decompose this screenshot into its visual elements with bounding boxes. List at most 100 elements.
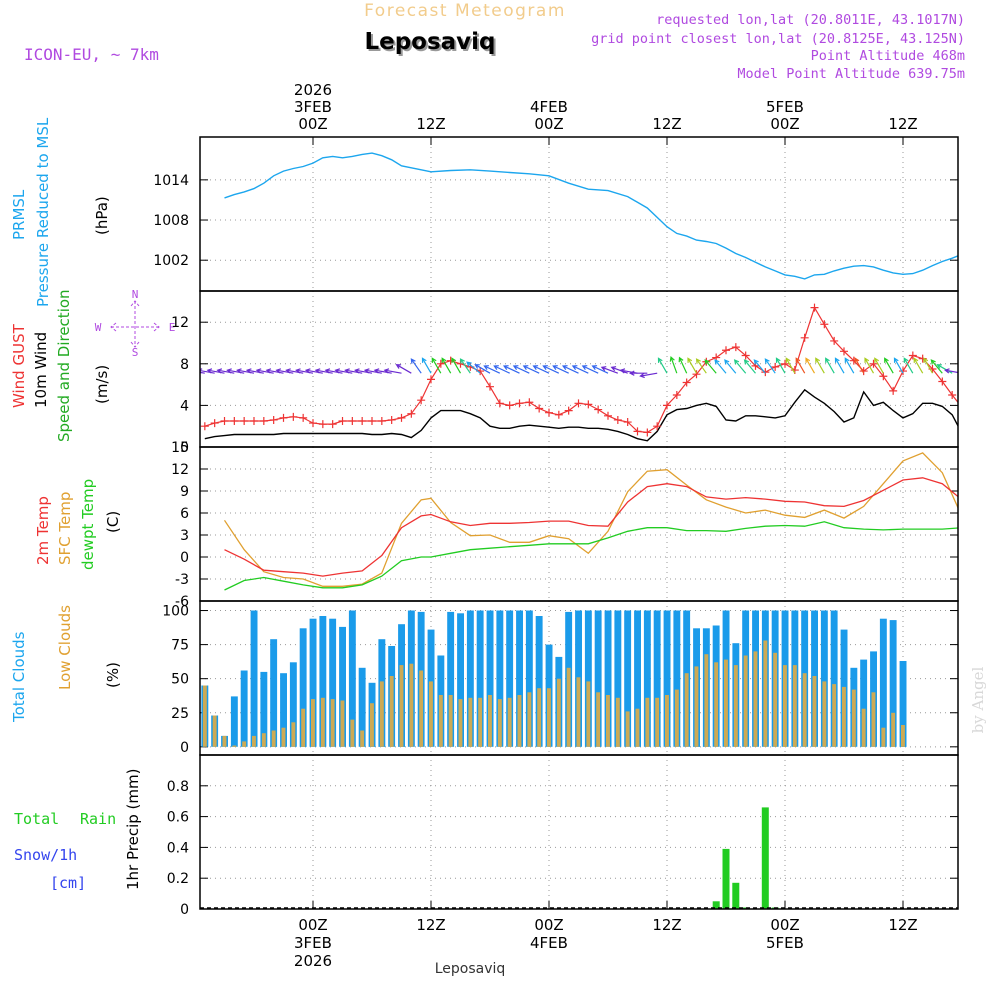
low-cloud-bar xyxy=(379,681,384,747)
temp-labels: 2m Temp SFC Temp dewpt Temp (C) xyxy=(34,479,122,570)
low-cloud-bar xyxy=(527,692,532,747)
low-cloud-bar xyxy=(458,699,463,747)
top-time-label: 4FEB xyxy=(530,98,568,116)
low-cloud-bar xyxy=(743,655,748,747)
gust-marker xyxy=(879,372,888,381)
wind-arrow xyxy=(581,365,599,374)
low-cloud-bar xyxy=(399,665,404,747)
wind-arrow xyxy=(354,368,373,374)
panel-5-frame xyxy=(199,754,959,910)
low-cloud-bar xyxy=(488,695,492,747)
wind-arrow xyxy=(304,368,323,374)
compass-cross xyxy=(110,300,160,348)
wind-arrow xyxy=(410,358,422,374)
wind-arrow xyxy=(542,365,560,374)
gust-marker xyxy=(889,386,898,395)
y-tick-label: 0.8 xyxy=(167,779,189,795)
y-tick-label: 1008 xyxy=(153,213,189,229)
low-cloud-bar xyxy=(714,662,719,747)
gust-marker xyxy=(318,420,327,429)
wind-arrow xyxy=(704,359,717,374)
gust-marker xyxy=(653,422,662,431)
low-cloud-bar xyxy=(330,699,335,747)
gust-marker xyxy=(299,413,308,422)
y-tick-label: 6 xyxy=(180,506,189,522)
pressure-labels: PRMSL Pressure Reduced to MSL (hPa) xyxy=(10,117,111,307)
low-cloud-bar xyxy=(537,688,542,747)
precip-label-snow: Snow/1h xyxy=(14,846,77,864)
low-cloud-bar xyxy=(409,663,414,747)
gust-marker xyxy=(554,410,563,419)
wind-arrow xyxy=(678,356,688,374)
wind-arrow xyxy=(743,359,756,374)
wind-labels: Wind GUST 10m Wind Speed and Direction (… xyxy=(10,288,175,442)
low-cloud-bar xyxy=(635,708,640,747)
bottom-time-label: 12Z xyxy=(416,916,445,934)
wind-arrow xyxy=(687,357,698,374)
gust-marker xyxy=(515,399,524,408)
bottom-time-label: 00Z xyxy=(534,916,563,934)
gust-marker xyxy=(259,417,268,425)
wind-arrow xyxy=(775,357,786,374)
gust-marker xyxy=(741,351,750,360)
low-cloud-bar xyxy=(625,711,630,747)
temp-label-1: 2m Temp xyxy=(34,496,52,565)
gust-marker xyxy=(348,417,357,425)
y-tick-label: -3 xyxy=(175,572,189,588)
low-cloud-bar xyxy=(753,651,758,747)
low-cloud-bar xyxy=(665,695,669,747)
total-cloud-bar xyxy=(879,618,887,747)
temp-2m-line xyxy=(224,477,958,577)
total-cloud-bar xyxy=(289,662,297,747)
low-cloud-bar xyxy=(350,719,355,747)
total-cloud-bar xyxy=(260,671,268,747)
low-cloud-bar xyxy=(448,695,453,747)
cloud-labels: Total Clouds Low Clouds (%) xyxy=(10,605,122,723)
wind-arrow xyxy=(216,368,235,374)
total-cloud-bar xyxy=(614,610,622,747)
wind-arrow xyxy=(431,357,442,374)
wind-unit: (m/s) xyxy=(93,365,111,404)
low-cloud-bar xyxy=(586,681,591,747)
bottom-time-label: 00Z xyxy=(770,916,799,934)
low-cloud-bar xyxy=(556,678,561,747)
bottom-time-label: 12Z xyxy=(888,916,917,934)
gust-marker xyxy=(417,396,426,405)
wind-arrow xyxy=(923,357,934,374)
compass-w: W xyxy=(95,321,102,334)
low-cloud-bar xyxy=(792,665,797,747)
temp-unit: (C) xyxy=(104,511,122,533)
precip-label-total: Total xyxy=(14,810,59,828)
bottom-time-label: 00Z xyxy=(298,916,327,934)
y-tick-label: 100 xyxy=(162,604,189,620)
gust-marker xyxy=(584,400,593,409)
wind-arrow xyxy=(785,357,796,374)
credit-watermark: by Angel xyxy=(969,666,987,733)
total-cloud-bar xyxy=(339,626,346,747)
total-cloud-bar xyxy=(535,616,543,747)
precip-axis-label: 1hr Precip (mm) xyxy=(124,769,142,890)
gust-marker xyxy=(289,412,298,421)
low-cloud-bar xyxy=(566,667,571,747)
cloud-label-1: Total Clouds xyxy=(10,631,28,723)
y-tick-label: 0.2 xyxy=(167,871,189,887)
y-tick-label: 1002 xyxy=(153,253,189,269)
low-cloud-bar xyxy=(763,640,768,747)
top-time-label: 00Z xyxy=(770,115,799,133)
wind-arrow xyxy=(265,368,284,374)
wind-arrow xyxy=(502,365,520,374)
wind-arrow xyxy=(913,357,924,374)
gust-marker xyxy=(810,303,819,312)
gust-marker xyxy=(486,382,494,391)
wind-arrow xyxy=(451,357,462,374)
low-cloud-bar xyxy=(291,722,296,747)
low-cloud-bar xyxy=(851,689,856,747)
cloud-label-2: Low Clouds xyxy=(56,605,74,690)
gust-marker xyxy=(328,420,337,429)
temp-label-3: dewpt Temp xyxy=(79,479,97,570)
low-cloud-bar xyxy=(615,697,620,747)
precip-labels: Total Rain Snow/1h [cm] 1hr Precip (mm) xyxy=(14,769,142,892)
compass-icon: N S W E xyxy=(95,288,176,359)
gust-marker xyxy=(210,419,219,428)
